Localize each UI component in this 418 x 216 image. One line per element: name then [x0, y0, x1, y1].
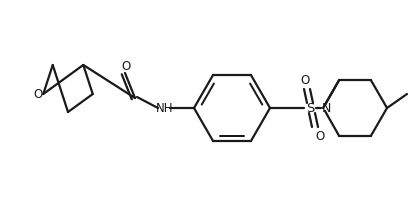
Text: O: O: [33, 87, 43, 100]
Text: O: O: [301, 73, 310, 86]
Text: N: N: [321, 102, 331, 114]
Text: NH: NH: [156, 102, 174, 114]
Text: O: O: [315, 130, 325, 143]
Text: S: S: [306, 102, 314, 114]
Text: O: O: [121, 59, 130, 73]
